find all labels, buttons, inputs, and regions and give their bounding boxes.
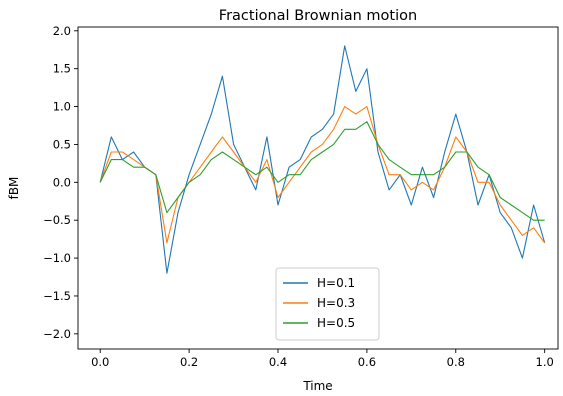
legend-entry-label: H=0.5 bbox=[317, 316, 355, 330]
series-line-h01 bbox=[99, 45, 546, 274]
chart-title: Fractional Brownian motion bbox=[219, 8, 417, 24]
x-tick-label: 1.0 bbox=[536, 355, 554, 369]
y-tick-label: −2.0 bbox=[43, 327, 71, 341]
legend: H=0.1 H=0.3 H=0.5 bbox=[275, 267, 380, 341]
y-tick-label: −1.5 bbox=[43, 289, 71, 303]
series-line-h03 bbox=[99, 106, 546, 244]
legend-box bbox=[275, 267, 380, 341]
y-tick-label: 0.0 bbox=[53, 175, 71, 189]
series-line-h05 bbox=[99, 121, 545, 221]
x-tick-label: 0.6 bbox=[358, 355, 376, 369]
x-axis: 0.0 0.2 0.4 0.6 0.8 1.0 bbox=[91, 349, 554, 369]
series-layer bbox=[99, 45, 546, 274]
y-tick-label: −0.5 bbox=[43, 213, 71, 227]
x-tick-label: 0.8 bbox=[447, 355, 465, 369]
legend-entry-label: H=0.3 bbox=[317, 296, 355, 310]
y-tick-label: 0.5 bbox=[53, 137, 71, 151]
x-tick-label: 0.2 bbox=[180, 355, 198, 369]
y-axis: −2.0 −1.5 −1.0 −0.5 0.0 0.5 1.0 1.5 2.0 bbox=[43, 24, 78, 341]
y-axis-label: fBM bbox=[7, 177, 21, 200]
y-tick-label: 2.0 bbox=[53, 24, 71, 38]
plot-area bbox=[77, 26, 559, 350]
y-tick-label: −1.0 bbox=[43, 251, 71, 265]
x-tick-label: 0.0 bbox=[91, 355, 109, 369]
legend-entry-label: H=0.1 bbox=[317, 276, 355, 290]
x-axis-label: Time bbox=[302, 379, 332, 393]
y-tick-label: 1.0 bbox=[53, 100, 71, 114]
y-tick-label: 1.5 bbox=[53, 62, 71, 76]
x-tick-label: 0.4 bbox=[269, 355, 287, 369]
plot-frame bbox=[77, 26, 559, 350]
